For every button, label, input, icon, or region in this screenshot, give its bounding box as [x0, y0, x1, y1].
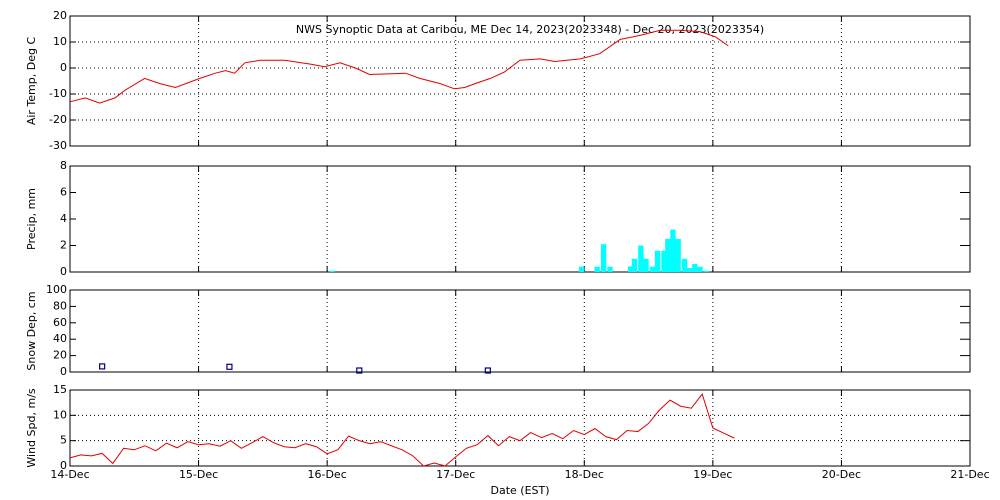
point [226, 363, 233, 370]
panel-frame [69, 15, 971, 147]
y-tick-label: 5 [60, 434, 67, 447]
bar [681, 258, 688, 272]
point [484, 367, 491, 374]
bar [692, 264, 698, 272]
bar [579, 266, 585, 272]
bar [687, 268, 693, 272]
y-tick-label: 0 [60, 365, 67, 378]
y-tick-label: 15 [53, 383, 67, 396]
x-tick-label: 16-Dec [308, 468, 347, 481]
y-axis-label: Snow Dep, cm [25, 291, 38, 370]
bar [675, 238, 681, 272]
bar [697, 266, 703, 272]
bar [600, 244, 607, 272]
y-tick-label: 10 [53, 408, 67, 421]
y-tick-label: -10 [49, 87, 67, 100]
point [356, 367, 363, 374]
x-tick-label: 20-Dec [822, 468, 861, 481]
y-axis-label: Wind Spd, m/s [25, 388, 38, 468]
y-tick-label: 4 [60, 212, 67, 225]
bar [631, 258, 638, 272]
panel-frame [69, 165, 971, 273]
x-tick-label: 21-Dec [950, 468, 989, 481]
bar [665, 238, 671, 272]
y-tick-label: 60 [53, 316, 67, 329]
data-line [69, 392, 735, 467]
x-tick-label: 19-Dec [693, 468, 732, 481]
x-tick-label: 15-Dec [179, 468, 218, 481]
x-tick-label: 17-Dec [436, 468, 475, 481]
panel-frame [69, 289, 971, 373]
y-tick-label: 100 [46, 283, 67, 296]
bar [661, 250, 667, 272]
y-tick-label: 20 [53, 349, 67, 362]
y-tick-label: -30 [49, 139, 67, 152]
y-tick-label: 0 [60, 265, 67, 278]
x-tick-label: 18-Dec [565, 468, 604, 481]
y-tick-label: 6 [60, 186, 67, 199]
bar [638, 245, 644, 272]
data-line [69, 29, 729, 104]
chart-title: NWS Synoptic Data at Caribou, ME Dec 14,… [296, 23, 764, 36]
bar [670, 229, 676, 272]
x-axis-label: Date (EST) [490, 484, 549, 497]
bar [329, 270, 335, 272]
panel-frame [69, 389, 971, 467]
x-tick-label: 14-Dec [50, 468, 89, 481]
y-tick-label: 0 [60, 459, 67, 472]
y-tick-label: 10 [53, 35, 67, 48]
bar [607, 266, 613, 272]
y-tick-label: 8 [60, 159, 67, 172]
bar [627, 266, 634, 272]
y-axis-label: Precip, mm [25, 188, 38, 250]
point [99, 363, 106, 370]
y-tick-label: -20 [49, 113, 67, 126]
bar [703, 270, 710, 272]
bar [594, 266, 600, 272]
bar [649, 266, 656, 272]
y-tick-label: 40 [53, 332, 67, 345]
y-tick-label: 20 [53, 9, 67, 22]
bar [654, 250, 661, 272]
y-tick-label: 0 [60, 61, 67, 74]
y-tick-label: 2 [60, 239, 67, 252]
y-tick-label: 80 [53, 299, 67, 312]
bar [643, 258, 649, 272]
y-axis-label: Air Temp, Deg C [25, 37, 38, 126]
